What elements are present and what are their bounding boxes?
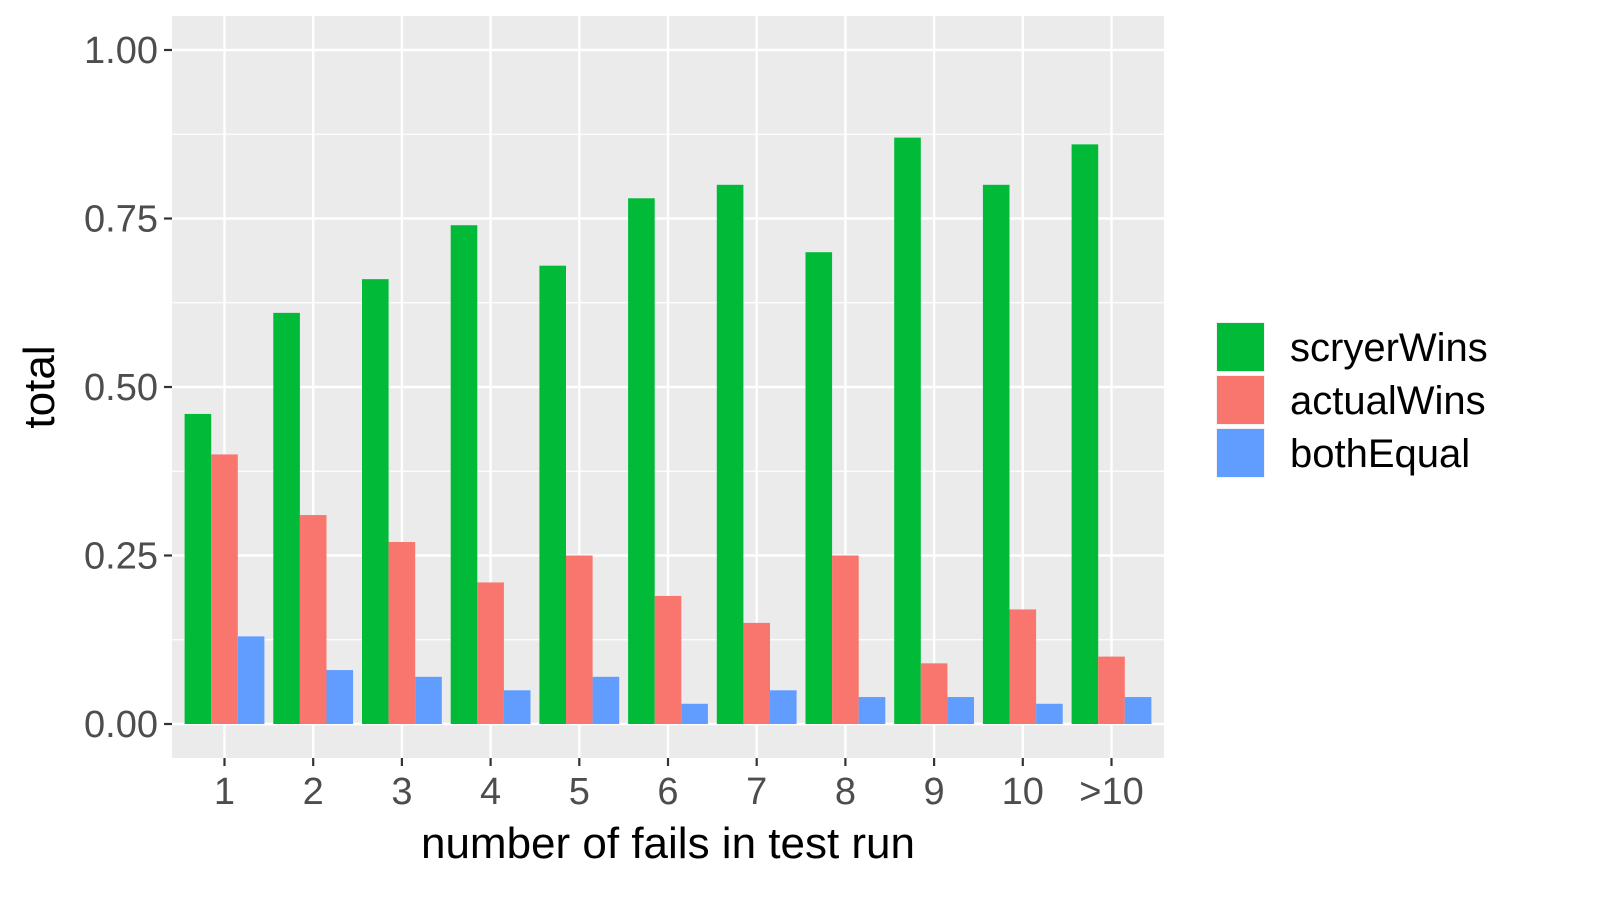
legend-key-actualWins (1217, 376, 1264, 424)
bar-actualWins-4 (477, 582, 504, 724)
bar-scryerWins-6 (628, 198, 655, 724)
x-tick-label: 9 (924, 771, 945, 813)
x-axis-title: number of fails in test run (421, 819, 915, 868)
bar-scryerWins-4 (450, 225, 478, 725)
bar-bothEqual-5 (592, 676, 620, 724)
bar-actualWins-2 (299, 515, 327, 724)
y-tick-label: 0.00 (84, 704, 158, 746)
bar-actualWins-5 (566, 555, 593, 724)
bar-bothEqual-2 (326, 670, 354, 724)
bar-scryerWins-2 (273, 312, 300, 724)
bar-actualWins->10 (1098, 656, 1125, 724)
bar-bothEqual-1 (237, 636, 265, 724)
bar-bothEqual->10 (1124, 697, 1152, 724)
x-tick-label: 7 (746, 771, 767, 813)
bar-actualWins-10 (1009, 609, 1037, 724)
bar-actualWins-9 (920, 663, 948, 724)
bar-bothEqual-8 (858, 697, 886, 724)
bar-bothEqual-10 (1036, 703, 1063, 724)
bar-actualWins-1 (211, 454, 238, 724)
bar-scryerWins-10 (982, 184, 1010, 725)
bar-scryerWins-1 (184, 413, 212, 724)
legend-label-bothEqual: bothEqual (1290, 432, 1470, 476)
y-axis: 0.00 0.25 0.50 0.75 1.00 (84, 30, 172, 746)
bars-group (184, 137, 1152, 725)
bar-actualWins-7 (743, 622, 770, 724)
bar-bothEqual-9 (947, 697, 974, 724)
bar-bothEqual-7 (770, 690, 797, 724)
x-tick-label: 10 (1002, 771, 1044, 813)
y-tick-label: 1.00 (84, 30, 158, 72)
bar-bothEqual-4 (503, 690, 531, 724)
x-tick-label: 2 (303, 771, 324, 813)
bar-scryerWins-5 (539, 265, 566, 724)
legend-key-bothEqual (1217, 429, 1264, 477)
legend-label-scryerWins: scryerWins (1290, 326, 1488, 370)
x-axis: 1 2 3 4 5 6 7 8 9 10 >10 (214, 758, 1144, 813)
legend-label-actualWins: actualWins (1290, 379, 1486, 423)
bar-actualWins-8 (832, 555, 859, 724)
bar-scryerWins-3 (362, 279, 389, 724)
legend-key-scryerWins (1217, 323, 1264, 371)
legend: scryerWins actualWins bothEqual (1216, 322, 1488, 478)
x-tick-label: 5 (569, 771, 590, 813)
bar-scryerWins-8 (805, 252, 833, 724)
bar-scryerWins->10 (1071, 144, 1099, 725)
x-tick-label: >10 (1079, 771, 1143, 813)
bar-actualWins-6 (654, 595, 682, 724)
y-tick-label: 0.75 (84, 199, 158, 241)
x-tick-label: 1 (214, 771, 235, 813)
bar-scryerWins-7 (716, 184, 744, 725)
y-tick-label: 0.25 (84, 536, 158, 578)
y-tick-label: 0.50 (84, 367, 158, 409)
y-axis-title: total (15, 345, 64, 428)
bar-actualWins-3 (388, 542, 416, 724)
bar-bothEqual-6 (681, 703, 708, 724)
x-tick-label: 8 (835, 771, 856, 813)
x-tick-label: 4 (480, 771, 501, 813)
x-tick-label: 3 (391, 771, 412, 813)
bar-scryerWins-9 (894, 137, 921, 724)
x-tick-label: 6 (657, 771, 678, 813)
bar-bothEqual-3 (415, 676, 442, 724)
